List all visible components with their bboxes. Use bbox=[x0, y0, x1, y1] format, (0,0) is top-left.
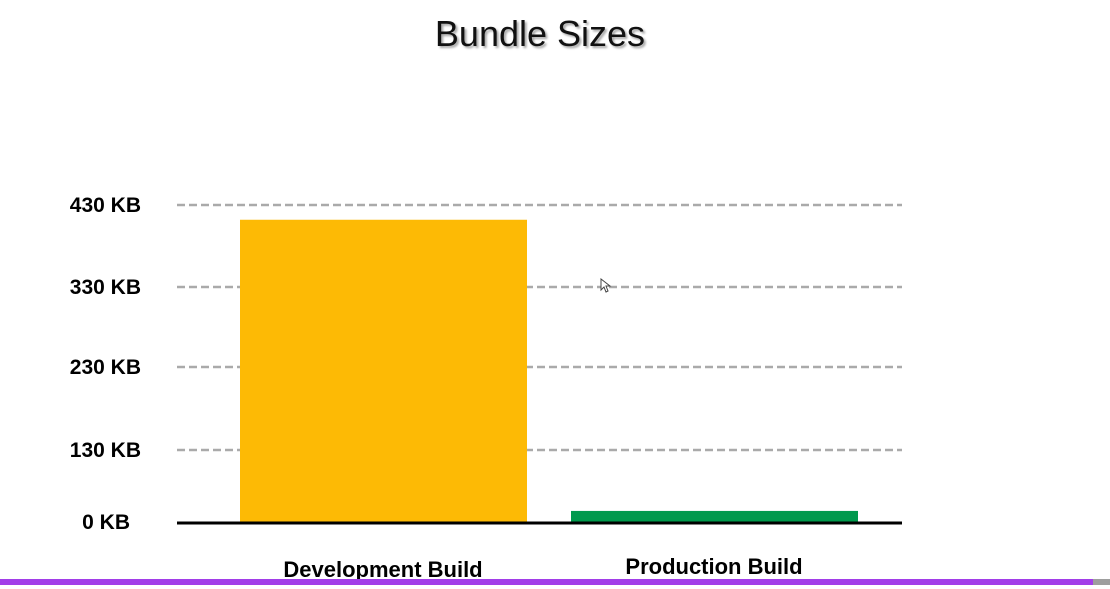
y-tick-label: 230 KB bbox=[70, 356, 141, 379]
y-tick-label: 0 KB bbox=[82, 511, 130, 534]
bar-development-build bbox=[240, 219, 527, 522]
bar-production-build bbox=[571, 510, 858, 522]
mouse-pointer-icon bbox=[600, 278, 612, 293]
video-progress-fill bbox=[0, 579, 1094, 585]
y-tick-label: 130 KB bbox=[70, 439, 141, 462]
y-tick-label: 330 KB bbox=[70, 276, 141, 299]
video-progress-track[interactable] bbox=[0, 579, 1110, 585]
x-tick-label: Production Build bbox=[625, 554, 802, 579]
bars bbox=[240, 219, 858, 522]
y-axis-tick-labels: 0 KB 130 KB 230 KB 330 KB 430 KB bbox=[70, 194, 141, 534]
x-axis-tick-labels: Development Build Production Build bbox=[283, 554, 802, 582]
x-tick-label: Development Build bbox=[283, 557, 482, 582]
y-tick-label: 430 KB bbox=[70, 194, 141, 217]
chart-title: Bundle Sizes bbox=[434, 13, 646, 54]
